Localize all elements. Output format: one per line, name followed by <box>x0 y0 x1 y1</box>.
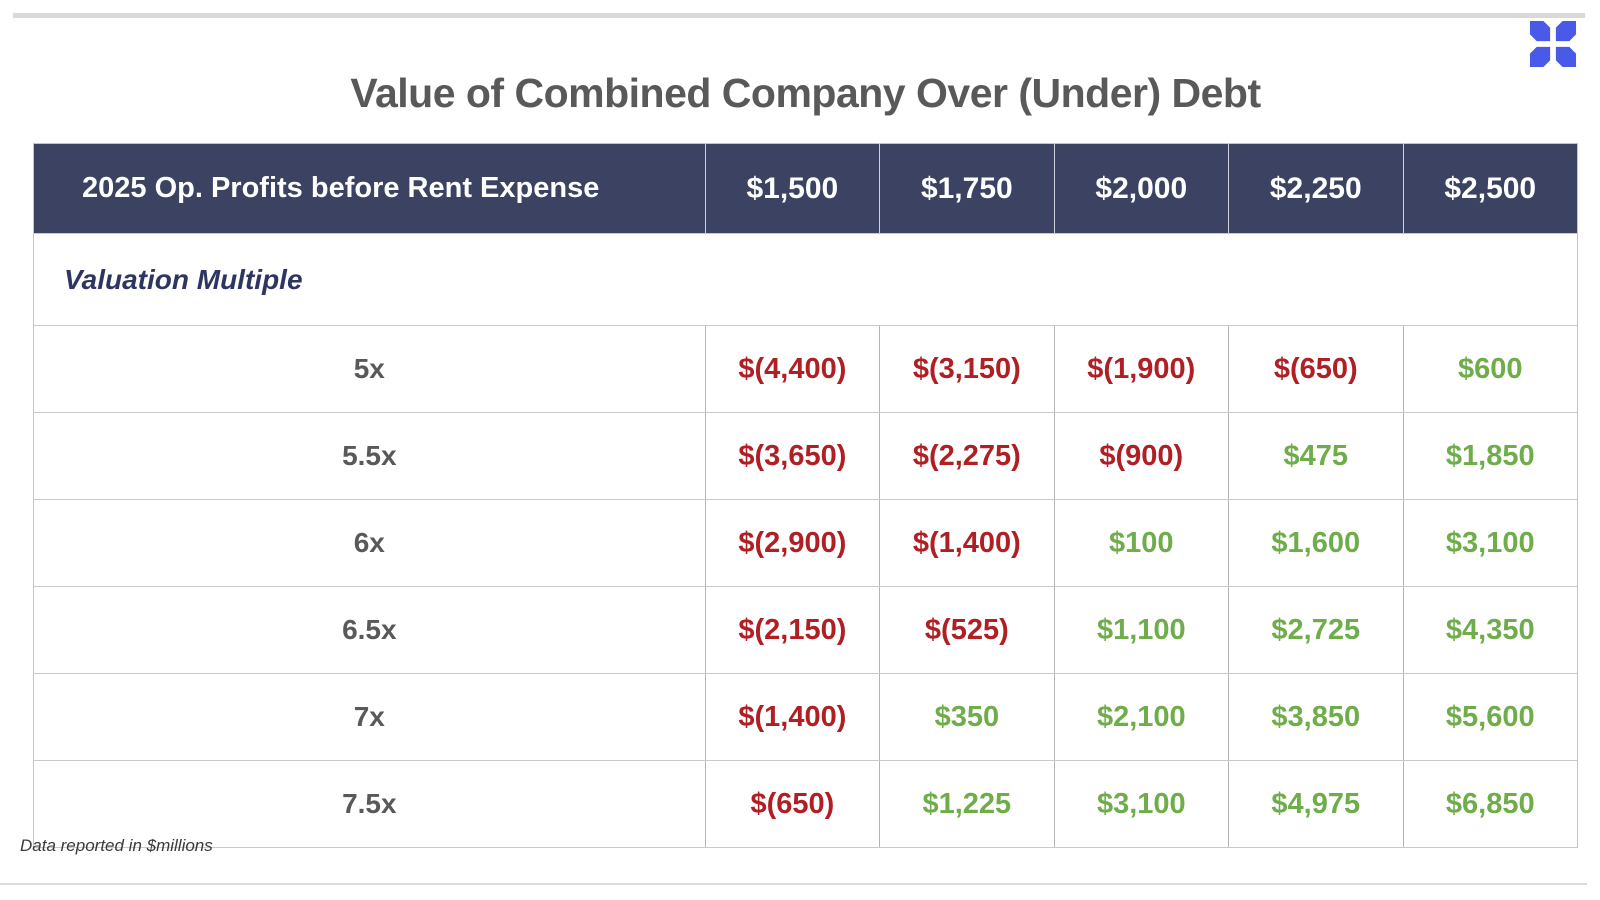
table-cell: $3,850 <box>1228 673 1404 761</box>
column-header: $2,500 <box>1403 143 1578 234</box>
table-cell: $600 <box>1403 325 1578 413</box>
sensitivity-table: 2025 Op. Profits before Rent Expense $1,… <box>33 143 1578 848</box>
table-row: 6.5x $(2,150) $(525) $1,100 $2,725 $4,35… <box>33 586 1578 674</box>
table-row: 7x $(1,400) $350 $2,100 $3,850 $5,600 <box>33 673 1578 761</box>
table-cell: $(900) <box>1054 412 1230 500</box>
column-header: $2,000 <box>1054 143 1230 234</box>
table-cell: $(1,400) <box>879 499 1055 587</box>
column-header: $2,250 <box>1228 143 1404 234</box>
table-cell: $4,975 <box>1228 760 1404 848</box>
table-cell: $100 <box>1054 499 1230 587</box>
table-cell: $(2,150) <box>705 586 881 674</box>
table-row: 5.5x $(3,650) $(2,275) $(900) $475 $1,85… <box>33 412 1578 500</box>
table-row: 7.5x $(650) $1,225 $3,100 $4,975 $6,850 <box>33 760 1578 848</box>
section-label: Valuation Multiple <box>33 233 1578 326</box>
table-cell: $(2,275) <box>879 412 1055 500</box>
table-cell: $6,850 <box>1403 760 1578 848</box>
table-cell: $1,850 <box>1403 412 1578 500</box>
column-header: $1,750 <box>879 143 1055 234</box>
bottom-divider <box>0 883 1587 885</box>
table-cell: $1,225 <box>879 760 1055 848</box>
section-row: Valuation Multiple <box>33 233 1578 326</box>
multiple-label: 6.5x <box>33 586 706 674</box>
table-cell: $(1,400) <box>705 673 881 761</box>
multiple-label: 6x <box>33 499 706 587</box>
table-cell: $2,725 <box>1228 586 1404 674</box>
multiple-label: 5x <box>33 325 706 413</box>
footnote: Data reported in $millions <box>20 836 213 855</box>
multiple-label: 5.5x <box>33 412 706 500</box>
page-title: Value of Combined Company Over (Under) D… <box>350 70 1261 116</box>
table-header-row: 2025 Op. Profits before Rent Expense $1,… <box>33 143 1578 234</box>
table-cell: $(650) <box>705 760 881 848</box>
table-cell: $(4,400) <box>705 325 881 413</box>
table-cell: $475 <box>1228 412 1404 500</box>
multiple-label: 7x <box>33 673 706 761</box>
x-petal-logo-icon <box>1529 20 1577 68</box>
header-label: 2025 Op. Profits before Rent Expense <box>33 143 706 234</box>
multiple-label: 7.5x <box>33 760 706 848</box>
table-row: 5x $(4,400) $(3,150) $(1,900) $(650) $60… <box>33 325 1578 413</box>
table-cell: $(1,900) <box>1054 325 1230 413</box>
top-divider <box>13 13 1585 18</box>
table-cell: $3,100 <box>1403 499 1578 587</box>
table-cell: $350 <box>879 673 1055 761</box>
table-cell: $(3,150) <box>879 325 1055 413</box>
table-cell: $(2,900) <box>705 499 881 587</box>
table-cell: $3,100 <box>1054 760 1230 848</box>
column-header: $1,500 <box>705 143 881 234</box>
table-cell: $1,600 <box>1228 499 1404 587</box>
table-cell: $(650) <box>1228 325 1404 413</box>
table-cell: $(3,650) <box>705 412 881 500</box>
table-row: 6x $(2,900) $(1,400) $100 $1,600 $3,100 <box>33 499 1578 587</box>
table-cell: $4,350 <box>1403 586 1578 674</box>
table-cell: $2,100 <box>1054 673 1230 761</box>
table-cell: $1,100 <box>1054 586 1230 674</box>
table-cell: $(525) <box>879 586 1055 674</box>
table-cell: $5,600 <box>1403 673 1578 761</box>
